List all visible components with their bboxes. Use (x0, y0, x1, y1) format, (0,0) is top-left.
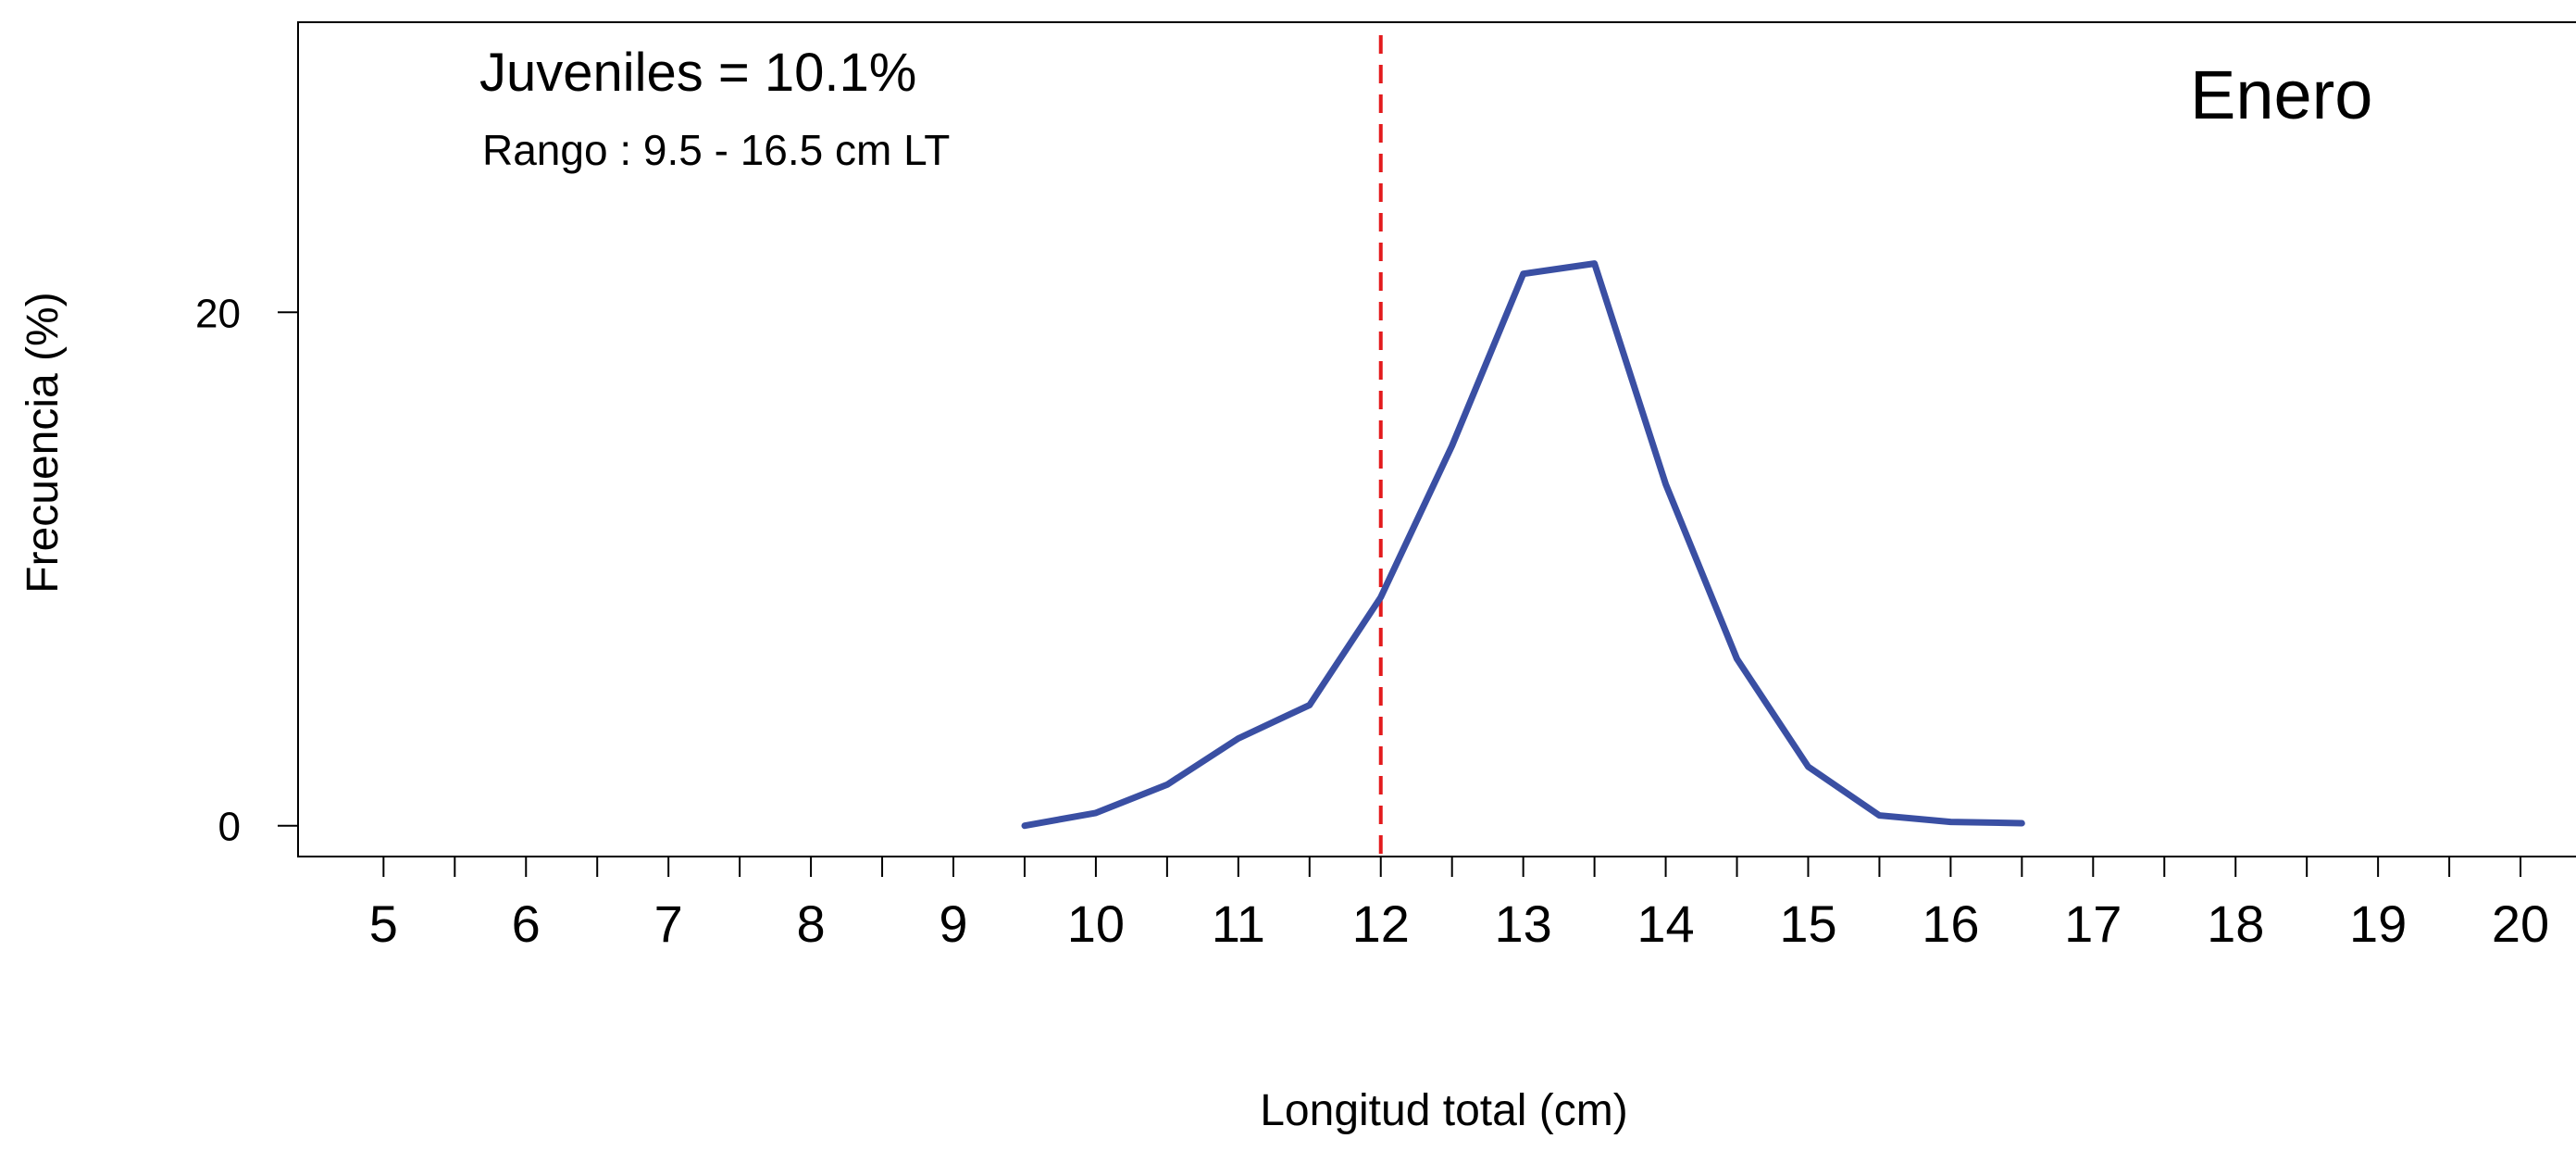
x-tick-label: 8 (797, 895, 826, 953)
data-point (1876, 812, 1883, 819)
data-point (2019, 819, 2025, 826)
x-tick-label: 6 (512, 895, 541, 953)
panel-label: Enero (2190, 56, 2372, 133)
x-tick-label: 11 (1212, 895, 1265, 953)
data-point (1235, 735, 1241, 742)
x-tick-label: 15 (1779, 895, 1836, 953)
juveniles-annotation: Juveniles = 10.1% (479, 43, 916, 103)
data-point (1021, 822, 1027, 829)
x-tick-label: 20 (2492, 895, 2549, 953)
data-point (1377, 594, 1384, 600)
x-tick-label: 14 (1636, 895, 1694, 953)
x-tick-label: 13 (1495, 895, 1552, 953)
axes: 5 6 7 8 9 10 11 12 13 14 15 16 17 18 19 20 0 20 (195, 21, 2576, 953)
series-layer (1021, 260, 2025, 830)
x-axis-label: Longitud total (cm) (1260, 1086, 1628, 1135)
x-tick-label: 10 (1067, 895, 1125, 953)
x-tick-label: 12 (1352, 895, 1410, 953)
data-point (1805, 763, 1811, 769)
y-tick-label: 0 (218, 805, 241, 850)
data-point (1734, 656, 1740, 662)
data-point (1092, 809, 1099, 816)
x-tick-label: 7 (654, 895, 683, 953)
y-axis-label: Frecuencia (%) (19, 292, 68, 593)
x-tick-label: 19 (2349, 895, 2407, 953)
data-point (1948, 819, 1954, 825)
data-point (1306, 702, 1313, 708)
x-tick-label: 9 (939, 895, 967, 953)
data-point (1164, 782, 1170, 788)
data-point (1520, 270, 1526, 277)
plot-frame (297, 21, 2576, 857)
data-point (1662, 482, 1669, 488)
y-tick-label: 20 (195, 291, 241, 336)
x-tick-label: 18 (2207, 895, 2264, 953)
range-annotation: Rango : 9.5 - 16.5 cm LT (482, 126, 950, 174)
x-tick-label: 16 (1922, 895, 1979, 953)
data-point (1591, 260, 1598, 267)
x-tick-label: 5 (369, 895, 398, 953)
x-tick-label: 17 (2064, 895, 2122, 953)
data-point (1449, 443, 1455, 449)
series-line (1021, 260, 2025, 830)
